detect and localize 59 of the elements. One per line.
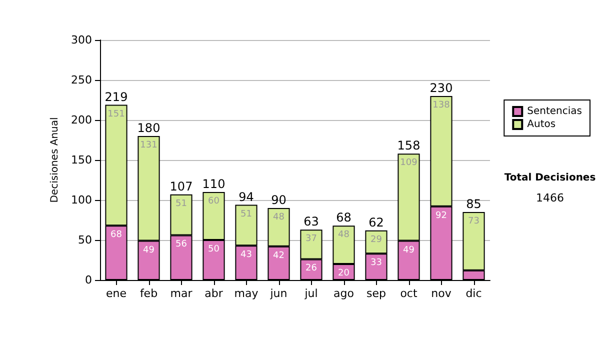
data-label: 51 (176, 198, 187, 209)
data-label: 60 (208, 196, 220, 206)
data-label: 50 (208, 244, 220, 254)
data-label: 151 (108, 109, 125, 120)
data-label: 29 (370, 234, 382, 245)
data-label: 131 (140, 140, 158, 150)
text: Total Decisiones (504, 172, 596, 184)
data-label: 26 (306, 264, 318, 274)
data-label: 49 (403, 245, 415, 256)
y-tick-label: 100 (71, 194, 92, 206)
data-label: 92 (436, 210, 447, 221)
total-label: 90 (271, 193, 286, 207)
x-tick-label: ago (334, 287, 354, 300)
total-label: 110 (202, 177, 226, 191)
total-label: 180 (137, 121, 160, 135)
total-label: 107 (170, 179, 193, 194)
y-tick-label: 300 (71, 34, 92, 46)
y-tick-label: 200 (71, 114, 92, 126)
x-tick-label: ene (106, 287, 127, 300)
y-tick-label: 150 (71, 154, 92, 166)
data-label: 49 (143, 245, 155, 256)
total-label: 219 (104, 90, 128, 104)
y-tick-label: 50 (78, 234, 92, 246)
y-axis-title: Decisiones Anual (50, 117, 61, 203)
data-label: 42 (273, 250, 284, 261)
data-label: 43 (240, 250, 252, 260)
data-label: 48 (338, 230, 350, 240)
x-tick-label: abr (204, 287, 224, 300)
text: 1466 (536, 192, 564, 204)
data-label: 48 (273, 212, 285, 222)
total-label: 158 (397, 138, 420, 153)
data-label: 51 (240, 209, 252, 220)
legend-label: Autos (527, 119, 556, 130)
data-label: 138 (432, 100, 450, 110)
y-tick-label: 250 (71, 74, 92, 86)
data-label: 73 (468, 216, 480, 226)
x-tick-label: nov (431, 287, 452, 300)
total-label: 62 (368, 215, 384, 230)
total-label: 230 (430, 81, 453, 95)
data-label: 56 (176, 240, 188, 250)
x-tick-label: feb (140, 287, 158, 300)
x-tick-label: mar (170, 287, 193, 300)
data-label: 20 (338, 268, 350, 278)
data-label: 68 (110, 230, 122, 240)
data-label: 33 (370, 258, 382, 268)
x-tick-label: dic (466, 287, 482, 300)
x-tick-label: jun (269, 287, 288, 300)
x-tick-label: oct (400, 287, 418, 300)
data-label: 37 (306, 234, 317, 244)
total-label: 85 (466, 197, 482, 211)
x-tick-label: sep (366, 287, 386, 300)
total-label: 63 (304, 214, 319, 229)
legend-label: Sentencias (527, 106, 582, 117)
y-tick-label: 0 (85, 274, 92, 286)
total-label: 94 (238, 190, 254, 204)
data-label: 109 (400, 158, 418, 168)
total-label: 68 (336, 210, 352, 225)
x-tick-label: may (234, 287, 259, 300)
x-tick-label: jul (304, 287, 318, 300)
